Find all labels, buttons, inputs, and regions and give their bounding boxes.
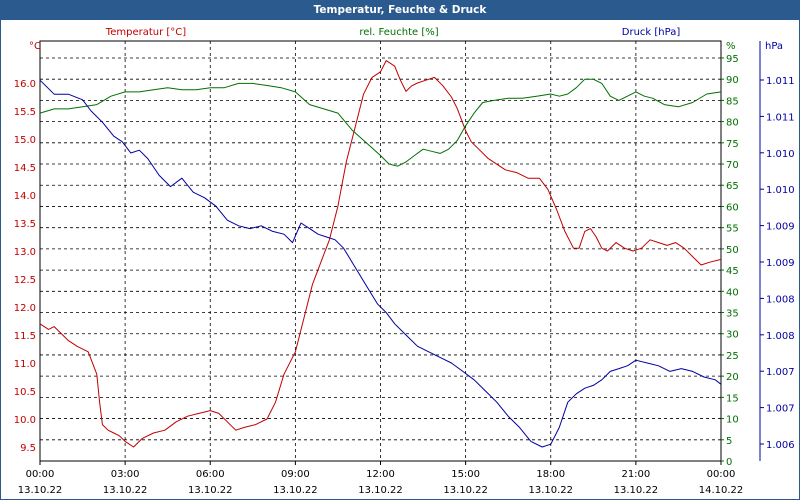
temperature-tick-label: 14.5 — [14, 163, 36, 174]
pressure-unit: hPa — [765, 41, 783, 52]
pressure-line — [39, 79, 722, 448]
pressure-tick-label: 1.006 — [766, 440, 795, 451]
temperature-tick-label: 13.5 — [14, 219, 36, 230]
x-tick-time: 00:00 — [707, 469, 736, 480]
humidity-tick-label: 5 — [726, 436, 732, 447]
x-tick-date: 13.10.22 — [188, 485, 233, 496]
x-tick-time: 18:00 — [536, 469, 565, 480]
humidity-tick-label: 60 — [726, 202, 739, 213]
humidity-tick-label: 30 — [726, 330, 739, 341]
temperature-tick-label: 12.0 — [14, 303, 36, 314]
temperature-axis-ticks: 16.0 15.5 15.0 14.5 14.0 13.5 13.0 12.5 12.0 11.5… — [14, 79, 36, 454]
temperature-tick-label: 15.0 — [14, 135, 36, 146]
temperature-tick-label: 16.0 — [14, 79, 36, 90]
pressure-tick-label: 1.007 — [766, 367, 795, 378]
x-tick-date: 13.10.22 — [528, 485, 573, 496]
grid-lines — [39, 40, 722, 462]
x-tick-date: 13.10.22 — [273, 485, 318, 496]
x-tick-time: 00:00 — [26, 469, 55, 480]
temperature-tick-label: 15.5 — [14, 107, 36, 118]
series-lines — [39, 60, 722, 448]
x-tick-date: 13.10.22 — [614, 485, 659, 496]
pressure-tick-label: 1.011 — [766, 76, 795, 87]
pressure-axis-ticks: 1.011 1.011 1.010 1.010 1.009 1.009 1.008 1.008… — [759, 41, 795, 461]
humidity-tick-label: 75 — [726, 139, 739, 150]
x-axis-ticks: 00:00 13.10.22 03:00 13.10.22 06:00 13.10.22 0… — [18, 461, 744, 496]
humidity-tick-label: 55 — [726, 224, 739, 235]
temperature-tick-label: 13.0 — [14, 247, 36, 258]
humidity-tick-label: 80 — [726, 118, 739, 129]
humidity-unit: % — [726, 41, 736, 52]
x-tick-time: 03:00 — [111, 469, 140, 480]
humidity-tick-label: 35 — [726, 309, 739, 320]
humidity-tick-label: 85 — [726, 96, 739, 107]
pressure-tick-label: 1.011 — [766, 112, 795, 123]
temperature-line — [39, 60, 722, 448]
x-tick-date: 14.10.22 — [699, 485, 744, 496]
humidity-tick-label: 95 — [726, 54, 739, 65]
pressure-tick-label: 1.009 — [766, 258, 795, 269]
pressure-tick-label: 1.007 — [766, 404, 795, 415]
humidity-tick-label: 50 — [726, 245, 739, 256]
humidity-tick-label: 10 — [726, 415, 739, 426]
temperature-tick-label: 14.0 — [14, 191, 36, 202]
x-tick-time: 21:00 — [621, 469, 650, 480]
x-tick-date: 13.10.22 — [358, 485, 403, 496]
legend-pressure: Druck [hPa] — [622, 27, 681, 38]
pressure-tick-label: 1.008 — [766, 294, 795, 305]
x-tick-date: 13.10.22 — [103, 485, 148, 496]
humidity-tick-label: 40 — [726, 287, 739, 298]
pressure-tick-label: 1.010 — [766, 185, 795, 196]
pressure-tick-label: 1.008 — [766, 331, 795, 342]
temperature-tick-label: 11.0 — [14, 359, 36, 370]
temperature-tick-label: 9.5 — [20, 443, 36, 454]
temperature-tick-label: 11.5 — [14, 331, 36, 342]
legend-temperature: Temperatur [°C] — [105, 27, 186, 38]
chart-title: Temperatur, Feuchte & Druck — [1, 1, 799, 20]
humidity-line — [39, 78, 722, 167]
temperature-tick-label: 10.0 — [14, 415, 36, 426]
pressure-tick-label: 1.009 — [766, 222, 795, 233]
humidity-tick-label: 45 — [726, 266, 739, 277]
humidity-tick-label: 25 — [726, 351, 739, 362]
x-tick-date: 13.10.22 — [443, 485, 488, 496]
x-tick-time: 12:00 — [366, 469, 395, 480]
legend-humidity: rel. Feuchte [%] — [359, 27, 438, 38]
x-tick-time: 06:00 — [196, 469, 225, 480]
x-tick-time: 09:00 — [281, 469, 310, 480]
humidity-tick-label: 70 — [726, 160, 739, 171]
temperature-tick-label: 12.5 — [14, 275, 36, 286]
pressure-tick-label: 1.010 — [766, 149, 795, 160]
humidity-tick-label: 0 — [726, 457, 732, 468]
x-tick-time: 15:00 — [451, 469, 480, 480]
humidity-tick-label: 65 — [726, 181, 739, 192]
temperature-tick-label: 10.5 — [14, 387, 36, 398]
humidity-tick-label: 20 — [726, 372, 739, 383]
x-tick-date: 13.10.22 — [18, 485, 63, 496]
humidity-tick-label: 15 — [726, 393, 739, 404]
humidity-tick-label: 90 — [726, 75, 739, 86]
temperature-unit: °C — [29, 41, 41, 52]
